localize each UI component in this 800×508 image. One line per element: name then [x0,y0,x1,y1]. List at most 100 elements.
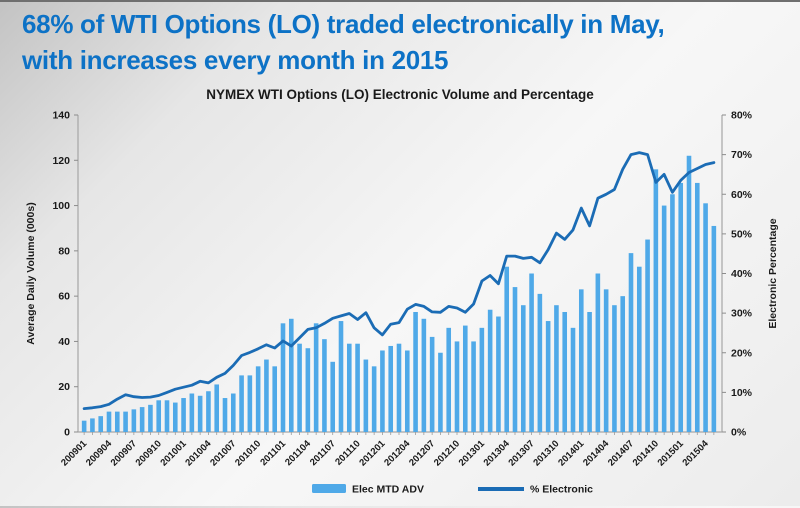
volume-bar [206,391,211,432]
volume-bar [620,296,626,432]
x-axis-tick-label: 201004 [183,438,214,469]
volume-bar [570,327,576,432]
volume-bar [181,398,186,432]
chart-canvas: NYMEX WTI Options (LO) Electronic Volume… [25,87,779,496]
volume-bar [230,393,236,432]
x-axis-tick-label: 201104 [283,438,313,468]
x-axis-tick-label: 201504 [680,438,711,469]
volume-bar [305,348,311,432]
volume-bar [421,318,427,432]
left-axis-tick-label: 120 [52,155,70,167]
volume-bar [255,366,261,432]
volume-bar [678,182,684,432]
volume-bar [686,155,692,432]
volume-bar [438,352,443,432]
volume-bar [653,169,659,433]
x-axis-tick-label: 201101 [258,438,288,468]
right-axis-tick-label: 0% [731,427,747,439]
volume-bar [404,350,410,432]
x-axis-tick-label: 201007 [208,438,238,468]
right-axis-tick-label: 20% [731,347,753,359]
left-axis-tick-label: 40 [58,336,70,348]
volume-bar [603,289,609,432]
left-axis-tick-label: 20 [58,381,70,393]
volume-bar [164,400,170,432]
volume-bar [106,411,112,432]
volume-bar [545,321,551,432]
volume-bar [280,323,286,432]
volume-bar [670,194,675,432]
left-axis-tick-label: 140 [52,110,70,122]
x-axis-tick-label: 201207 [407,438,437,468]
x-axis-tick-label: 201304 [482,438,513,469]
volume-bar [330,361,336,432]
volume-bar [214,384,220,432]
x-axis-tick-label: 201010 [233,438,263,468]
right-axis-tick-label: 80% [731,110,753,122]
volume-bar [462,325,468,432]
right-axis-tick-label: 30% [731,308,753,320]
x-axis-tick-label: 201301 [457,438,488,469]
right-axis-title: Electronic Percentage [767,218,779,328]
volume-bar [239,375,244,432]
volume-bar [380,350,385,432]
volume-bar [529,273,534,432]
legend-bar-swatch [312,484,346,493]
right-axis-tick-label: 50% [731,228,753,240]
volume-bar [595,273,601,432]
right-axis-tick-label: 70% [731,149,753,161]
x-axis-tick-label: 200907 [109,438,139,468]
x-axis-tick-label: 201201 [357,438,388,469]
left-axis-title: Average Daily Volume (000s) [25,202,37,344]
volume-bar [479,327,485,432]
volume-bar [520,305,526,432]
headline-line-1: 68% of WTI Options (LO) traded electroni… [22,9,665,39]
right-axis-tick-label: 60% [731,189,753,201]
left-axis-tick-label: 60 [58,291,70,303]
volume-bar [247,375,253,432]
right-axis-tick-label: 40% [731,268,753,280]
x-axis-tick-label: 201204 [382,438,413,469]
x-axis-tick-label: 200904 [84,438,115,469]
volume-bar [578,289,584,432]
x-axis-tick-label: 201404 [581,438,612,469]
volume-bar [139,407,145,432]
volume-bar [661,205,667,432]
volume-bar [363,359,369,432]
volume-bar [554,305,559,432]
volume-bar [562,311,568,432]
left-axis-tick-label: 0 [64,427,70,439]
x-axis-tick-label: 201107 [308,438,338,468]
volume-bar [313,323,319,432]
volume-bar [81,420,87,432]
x-axis-tick-label: 201110 [333,438,362,467]
volume-bar [98,416,104,432]
headline-line-2: with increases every month in 2015 [22,45,449,75]
volume-bar [628,253,634,432]
volume-bar [645,239,650,432]
x-axis-tick-label: 200910 [134,438,164,468]
volume-bar [131,409,137,432]
volume-bar [114,411,120,432]
left-axis-tick-label: 100 [52,200,70,212]
volume-bar [197,395,203,432]
volume-bar [446,327,452,432]
x-axis-tick-label: 201310 [531,438,561,468]
volume-bar [355,343,360,432]
headline: 68% of WTI Options (LO) traded electroni… [22,6,782,78]
volume-bar [297,343,302,432]
volume-bar [322,339,327,432]
x-axis-tick-label: 201501 [656,438,687,469]
volume-bar [496,316,501,432]
volume-bar [504,266,510,432]
volume-bar [156,400,162,432]
x-axis-tick-label: 201307 [506,438,536,468]
x-axis-tick-label: 201210 [432,438,462,468]
x-axis-tick-label: 201410 [631,438,661,468]
volume-bar [90,418,95,432]
volume-bar [172,402,178,432]
left-axis-tick-label: 80 [58,245,70,257]
volume-bar [612,305,617,432]
volume-bar [272,366,278,432]
legend-bar-label: Elec MTD ADV [352,484,424,496]
